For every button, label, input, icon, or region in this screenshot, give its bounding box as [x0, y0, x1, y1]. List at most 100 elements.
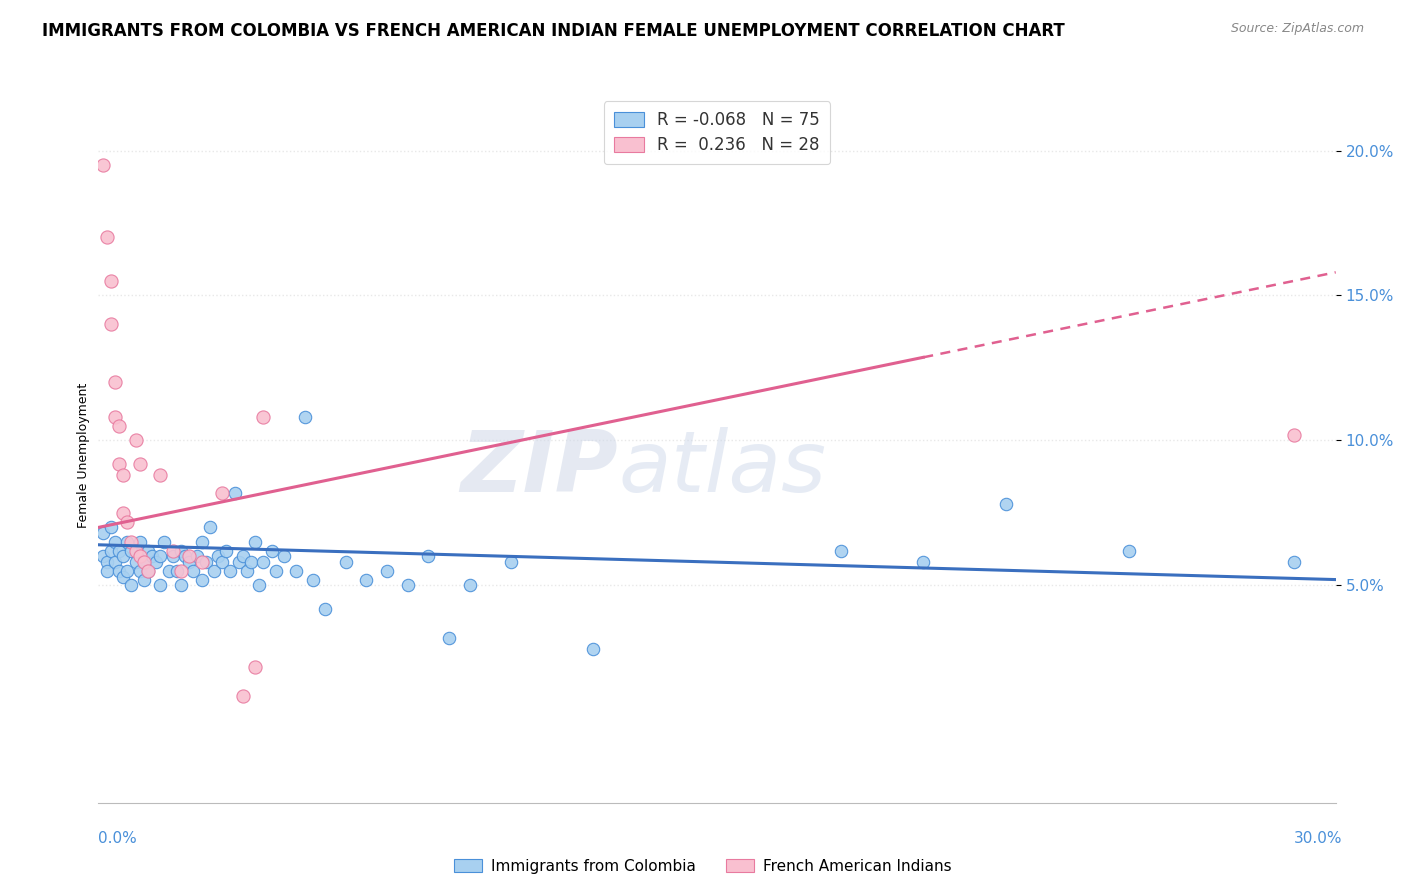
Point — [194, 555, 217, 569]
Point — [124, 434, 146, 448]
Point — [136, 564, 159, 578]
Point — [1118, 543, 1140, 558]
Point — [100, 543, 122, 558]
Point — [260, 543, 283, 558]
Point — [181, 564, 204, 578]
Point — [179, 555, 201, 569]
Point — [117, 564, 139, 578]
Point — [149, 549, 172, 564]
Point — [149, 468, 172, 483]
Point — [91, 526, 114, 541]
Point — [994, 497, 1017, 511]
Point — [117, 515, 139, 529]
Point — [157, 564, 180, 578]
Y-axis label: Female Unemployment: Female Unemployment — [77, 383, 90, 527]
Point — [314, 601, 336, 615]
Point — [174, 549, 197, 564]
Point — [128, 534, 150, 549]
Point — [170, 578, 193, 592]
Text: atlas: atlas — [619, 427, 827, 510]
Point — [104, 410, 127, 425]
Text: 0.0%: 0.0% — [98, 831, 138, 846]
Point — [215, 543, 238, 558]
Point — [112, 549, 135, 564]
Point — [128, 457, 150, 471]
Point — [912, 555, 935, 569]
Point — [396, 578, 419, 592]
Point — [830, 543, 852, 558]
Point — [104, 534, 127, 549]
Point — [166, 564, 188, 578]
Point — [264, 564, 287, 578]
Text: ZIP: ZIP — [460, 427, 619, 510]
Text: Source: ZipAtlas.com: Source: ZipAtlas.com — [1230, 22, 1364, 36]
Point — [207, 549, 229, 564]
Point — [224, 485, 246, 500]
Point — [1284, 555, 1306, 569]
Point — [247, 578, 270, 592]
Point — [1284, 427, 1306, 442]
Text: 30.0%: 30.0% — [1295, 831, 1343, 846]
Point — [108, 419, 131, 434]
Text: IMMIGRANTS FROM COLOMBIA VS FRENCH AMERICAN INDIAN FEMALE UNEMPLOYMENT CORRELATI: IMMIGRANTS FROM COLOMBIA VS FRENCH AMERI… — [42, 22, 1064, 40]
Point — [100, 318, 122, 332]
Point — [228, 555, 250, 569]
Point — [356, 573, 378, 587]
Point — [252, 410, 274, 425]
Point — [108, 543, 131, 558]
Point — [132, 555, 155, 569]
Point — [120, 534, 142, 549]
Point — [136, 564, 159, 578]
Point — [112, 506, 135, 520]
Point — [294, 410, 316, 425]
Point — [153, 534, 176, 549]
Point — [418, 549, 440, 564]
Point — [162, 549, 184, 564]
Point — [499, 555, 522, 569]
Point — [108, 457, 131, 471]
Point — [104, 555, 127, 569]
Point — [96, 555, 118, 569]
Point — [198, 520, 221, 534]
Point — [190, 555, 212, 569]
Point — [91, 549, 114, 564]
Point — [170, 543, 193, 558]
Point — [202, 564, 225, 578]
Point — [335, 555, 357, 569]
Point — [112, 468, 135, 483]
Point — [91, 158, 114, 172]
Point — [136, 543, 159, 558]
Point — [240, 555, 263, 569]
Point — [211, 485, 233, 500]
Point — [273, 549, 295, 564]
Point — [124, 543, 146, 558]
Point — [162, 543, 184, 558]
Point — [145, 555, 167, 569]
Point — [96, 564, 118, 578]
Point — [120, 543, 142, 558]
Point — [108, 564, 131, 578]
Point — [124, 555, 146, 569]
Point — [243, 659, 266, 673]
Point — [232, 549, 254, 564]
Point — [128, 564, 150, 578]
Point — [219, 564, 242, 578]
Point — [141, 549, 163, 564]
Point — [190, 573, 212, 587]
Point — [100, 520, 122, 534]
Point — [243, 534, 266, 549]
Point — [170, 564, 193, 578]
Point — [100, 274, 122, 288]
Point — [117, 534, 139, 549]
Point — [128, 549, 150, 564]
Point — [104, 376, 127, 390]
Point — [232, 689, 254, 703]
Point — [236, 564, 259, 578]
Point — [252, 555, 274, 569]
Legend: R = -0.068   N = 75, R =  0.236   N = 28: R = -0.068 N = 75, R = 0.236 N = 28 — [605, 102, 830, 164]
Point — [211, 555, 233, 569]
Point — [582, 642, 605, 657]
Point — [285, 564, 308, 578]
Point — [149, 578, 172, 592]
Point — [458, 578, 481, 592]
